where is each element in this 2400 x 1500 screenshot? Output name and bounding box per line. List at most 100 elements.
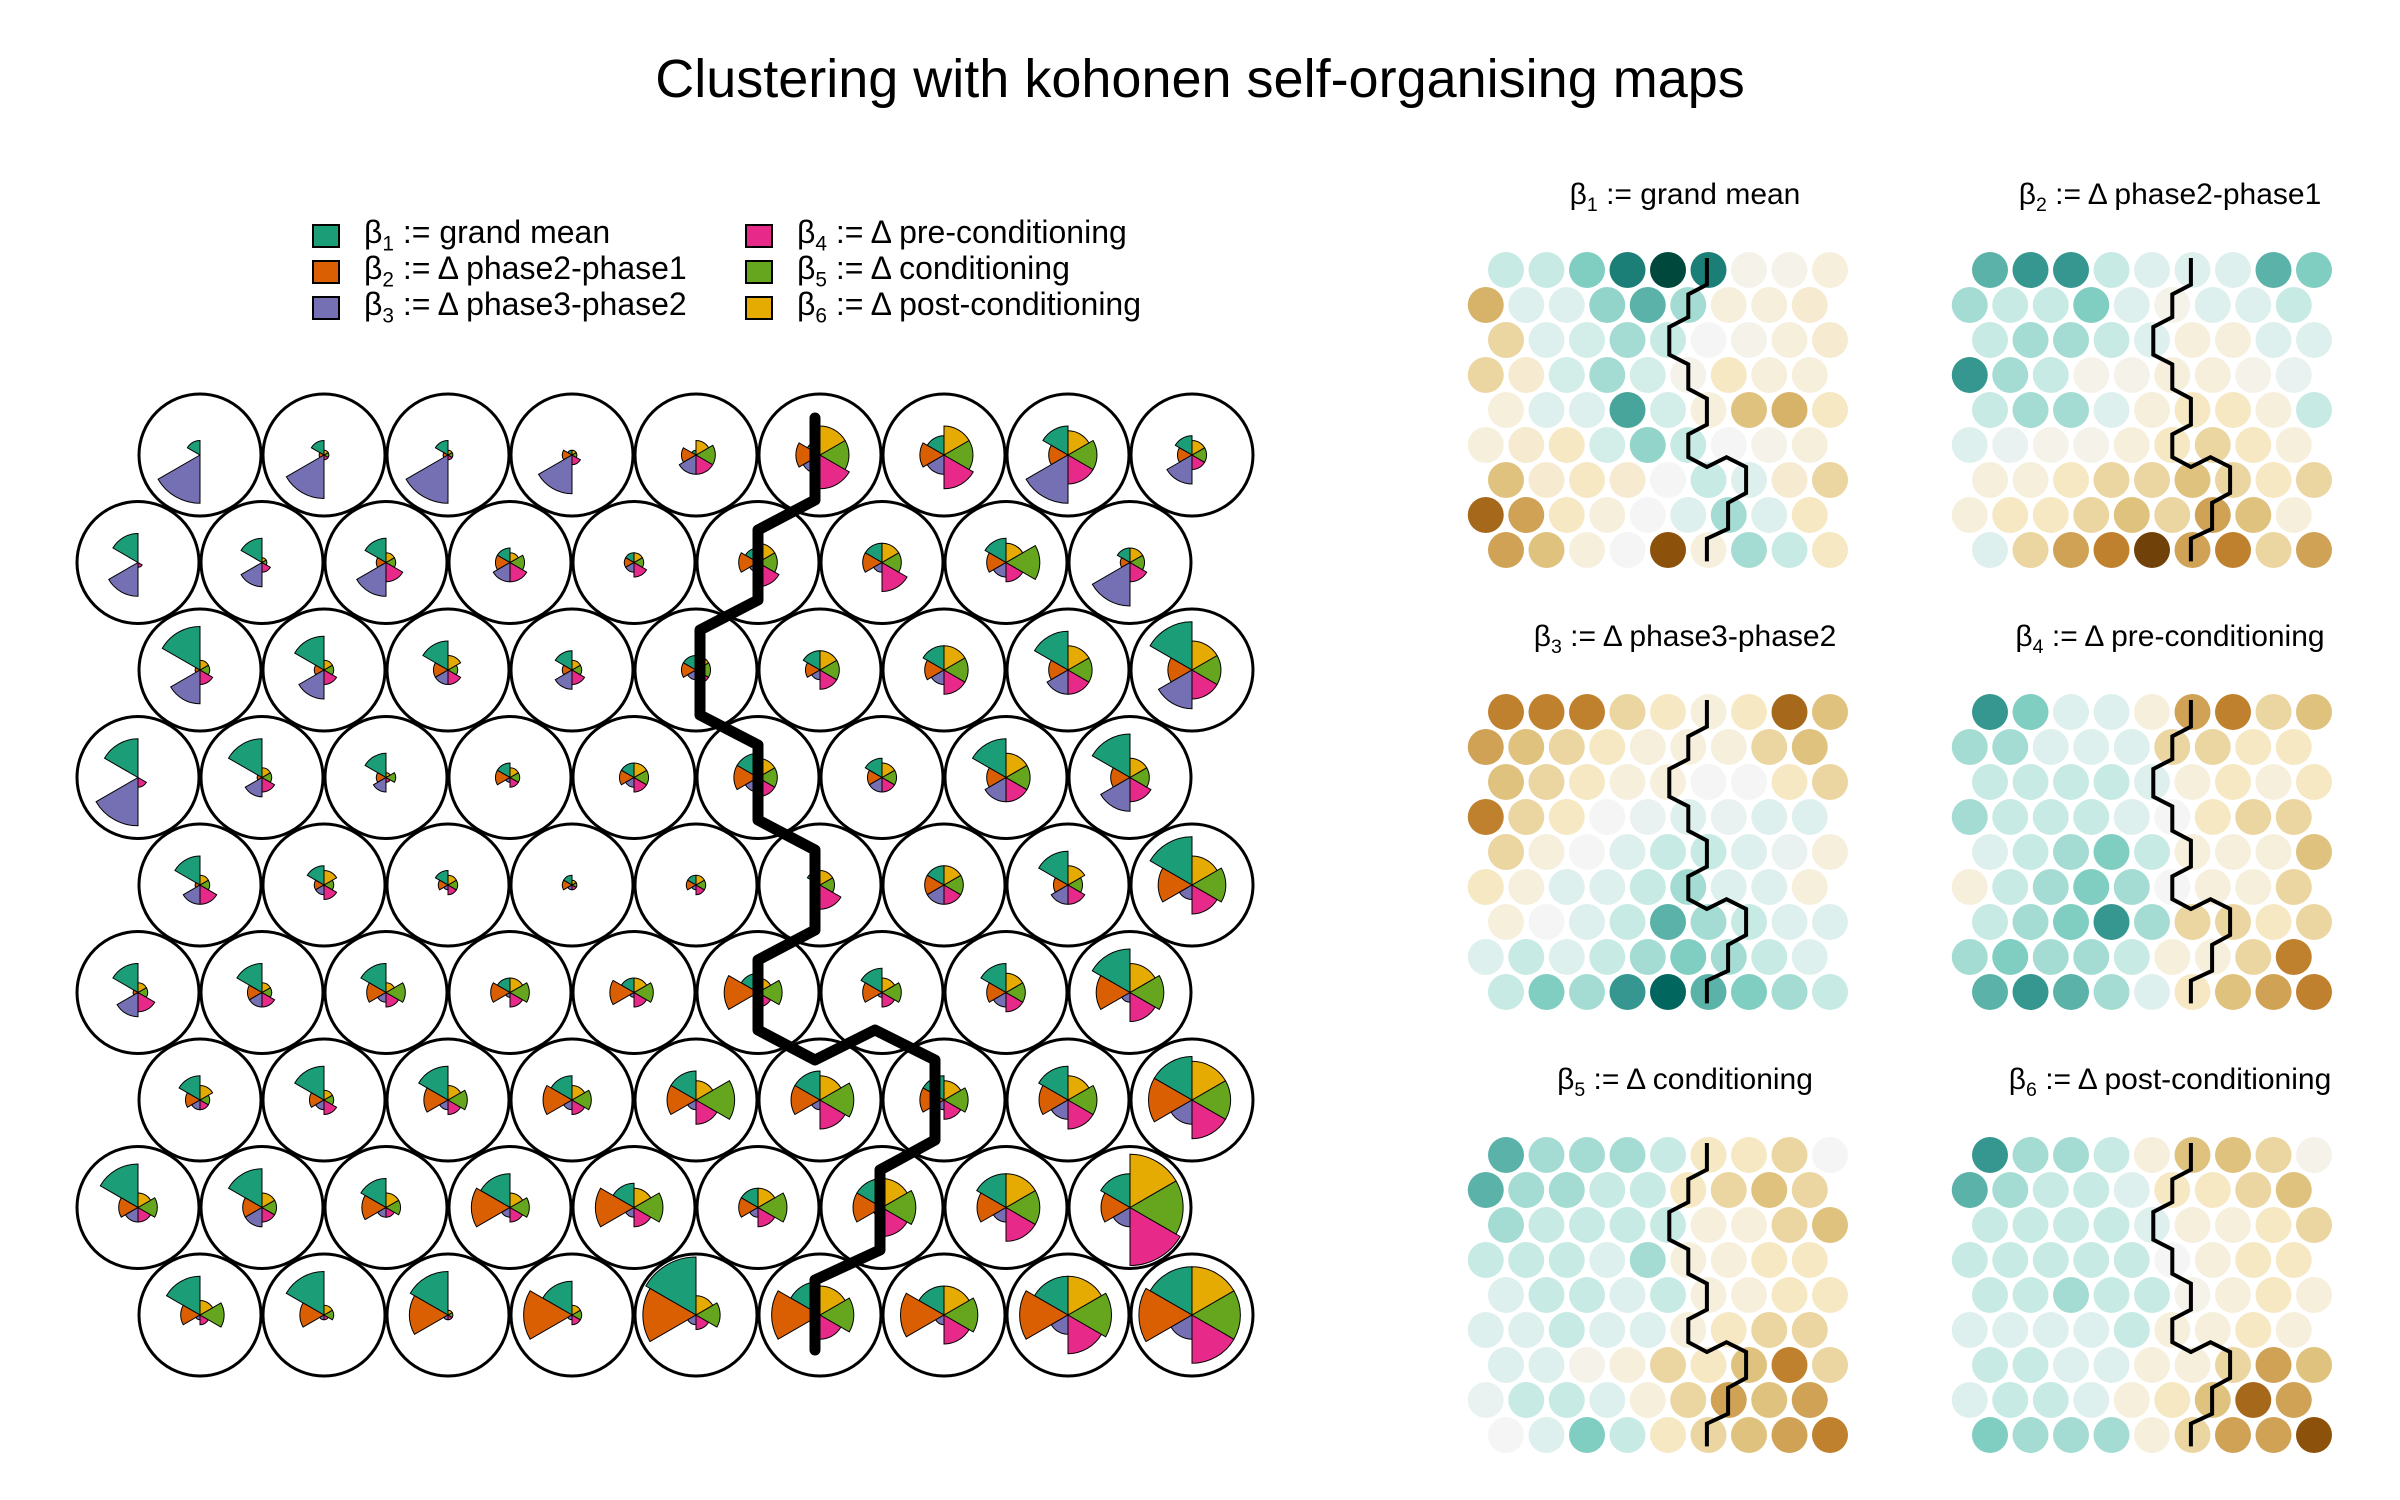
segment-beta2 <box>795 442 821 468</box>
heatmap-cell <box>2194 799 2231 835</box>
heatmap-cell <box>1508 357 1545 393</box>
segment-beta4 <box>137 776 148 788</box>
segment-beta4 <box>1191 1314 1235 1364</box>
codebook-unit <box>199 1145 325 1270</box>
heatmap-cell <box>1467 357 1504 393</box>
heatmap-cell <box>1812 904 1848 940</box>
segment-beta2 <box>619 769 636 786</box>
heatmap-cell <box>2255 462 2292 498</box>
heatmap-cell <box>1751 1242 1788 1278</box>
heatmap-cell <box>1650 1137 1686 1173</box>
segment-beta4 <box>137 561 143 568</box>
segment-beta2 <box>862 552 883 573</box>
heatmap-cell <box>1650 252 1686 288</box>
heatmap-cell <box>2012 764 2049 800</box>
segment-beta6 <box>1005 972 1024 994</box>
segment-beta6 <box>1067 1275 1103 1316</box>
heatmap-cell <box>1710 287 1747 323</box>
codebook-unit <box>137 607 263 733</box>
segment-beta3 <box>244 776 263 798</box>
heatmap-cell <box>1731 1207 1767 1243</box>
heatmap-cell <box>1467 1312 1504 1348</box>
segment-beta6 <box>1067 865 1086 886</box>
segment-beta1 <box>645 1256 697 1316</box>
heatmap-cell <box>1992 427 2029 463</box>
codebook-unit <box>261 1037 387 1163</box>
segment-beta6 <box>757 1187 776 1209</box>
segment-beta2 <box>738 552 759 573</box>
heatmap-beta6 <box>1951 1137 2332 1453</box>
heatmap-cell <box>1548 287 1585 323</box>
segment-beta5 <box>447 1089 468 1111</box>
segment-beta5 <box>137 1197 158 1218</box>
heatmap-cell <box>1751 1312 1788 1348</box>
heatmap-cell <box>1589 1172 1626 1208</box>
heatmap-cell <box>2215 694 2251 730</box>
heatmap-cell <box>2032 287 2069 323</box>
heatmap-cell <box>2296 462 2332 498</box>
heatmap-cell <box>2194 729 2231 765</box>
segment-beta1 <box>554 650 573 671</box>
codebook-unit <box>137 1252 263 1378</box>
heatmap-cluster-boundary <box>2151 258 2233 562</box>
heatmap-cell <box>1548 1242 1585 1278</box>
segment-beta6 <box>1005 542 1024 564</box>
heatmap-cell <box>2053 694 2089 730</box>
heatmap-cell <box>2113 799 2150 835</box>
heatmap-cell <box>1992 287 2029 323</box>
codebook-unit <box>261 392 387 518</box>
heatmap-cell <box>1751 1382 1788 1418</box>
segment-beta2 <box>1138 1287 1193 1343</box>
heatmap-cell <box>1548 1382 1585 1418</box>
segment-beta3 <box>240 561 263 588</box>
segment-beta1 <box>1033 630 1069 671</box>
heatmap-cell <box>1569 252 1605 288</box>
segment-beta2 <box>408 1295 450 1335</box>
heatmap-title-beta1: β1 := grand mean <box>1569 178 1801 216</box>
codebook-unit <box>943 500 1069 625</box>
segment-beta2 <box>771 1290 821 1340</box>
heatmap-cell <box>2235 1242 2272 1278</box>
heatmap-cell <box>2073 729 2110 765</box>
heatmap-cell <box>1508 1242 1545 1278</box>
heatmap-cell <box>2215 834 2251 870</box>
heatmap-cell <box>1629 729 1666 765</box>
heatmap-cell <box>2012 694 2049 730</box>
legend-item-beta4: β4 := Δ pre-conditioning <box>745 213 1127 255</box>
heatmap-cell <box>1528 1417 1565 1453</box>
heatmap-cell <box>1548 427 1585 463</box>
segment-beta6 <box>633 552 644 564</box>
heatmap-cell <box>2113 729 2150 765</box>
segment-beta6 <box>1129 1153 1177 1209</box>
segment-beta3 <box>1091 561 1131 607</box>
heatmap-cell <box>1992 869 2029 905</box>
segment-beta1 <box>178 1075 201 1101</box>
heatmap-cell <box>1951 1242 1988 1278</box>
heatmap-cell <box>1751 427 1788 463</box>
heatmap-cell <box>1629 1172 1666 1208</box>
segment-beta3 <box>285 454 325 500</box>
heatmap-cell <box>2296 904 2332 940</box>
segment-beta6 <box>571 449 577 456</box>
heatmap-cell <box>1467 287 1504 323</box>
codebook-unit <box>633 392 759 518</box>
heatmap-cell <box>2235 799 2272 835</box>
segment-beta4 <box>385 561 404 583</box>
heatmap-cell <box>2093 1347 2130 1383</box>
segment-beta4 <box>571 454 582 466</box>
legend-item-beta6: β6 := Δ post-conditioning <box>745 285 1141 327</box>
heatmap-cell <box>1791 1312 1828 1348</box>
segment-beta2 <box>1148 1077 1194 1123</box>
heatmap-cell <box>2235 1382 2272 1418</box>
heatmap-cell <box>1771 694 1808 730</box>
heatmap-cell <box>1569 322 1605 358</box>
heatmap-cell <box>2296 1277 2332 1313</box>
segment-beta2 <box>561 879 574 891</box>
heatmap-cell <box>2073 869 2110 905</box>
codebook-unit <box>1067 715 1193 840</box>
segment-beta2 <box>919 442 945 468</box>
segment-beta1 <box>112 962 139 994</box>
segment-beta5 <box>1128 974 1165 1011</box>
heatmap-cell <box>2073 799 2110 835</box>
